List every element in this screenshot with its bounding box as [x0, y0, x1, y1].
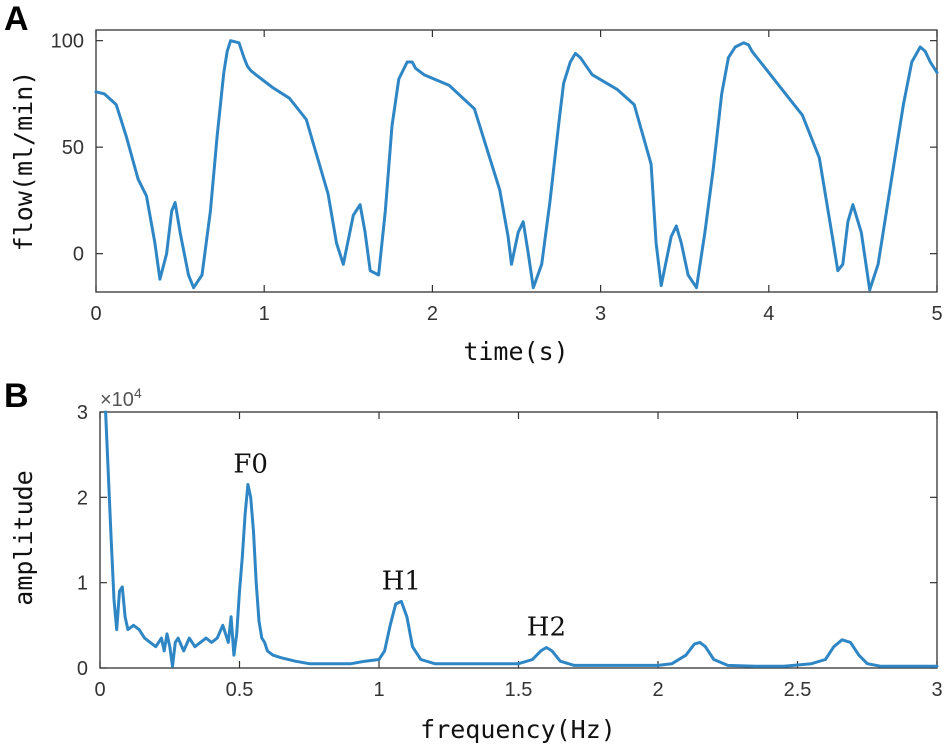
panel-b-chart: B ×104 0 0.5 1 1.5 2 2.5 3 0 1 2 3 F0 H1 H2 frequen…: [4, 377, 943, 744]
x-tick-label: 2.5: [784, 679, 812, 701]
peak-label: H1: [382, 566, 421, 596]
x-tick-label: 5: [931, 303, 942, 325]
y-tick-label: 0: [77, 658, 88, 680]
x-tick-label: 3: [931, 679, 942, 701]
panel-b-x-ticks: 0 0.5 1 1.5 2 2.5 3: [94, 412, 943, 701]
x-tick-label: 2: [427, 303, 438, 325]
x-tick-label: 2: [652, 679, 663, 701]
panel-b-y-axis-label: amplitude: [9, 470, 38, 605]
x-tick-label: 3: [595, 303, 606, 325]
panel-b-peak-annotations: F0 H1 H2: [233, 450, 566, 643]
y-tick-label: 100: [51, 31, 84, 53]
y-tick-label: 1: [77, 573, 88, 595]
panel-a-chart: A 0 1 2 3 4 5 0 50 100 time(s) flow(ml/min): [4, 0, 943, 366]
y-tick-label: 0: [73, 244, 84, 266]
x-tick-label: 0.5: [226, 679, 254, 701]
x-tick-label: 1: [259, 303, 270, 325]
panel-a-label: A: [4, 0, 29, 38]
x-tick-label: 0: [94, 679, 105, 701]
panel-a-y-axis-label: flow(ml/min): [9, 71, 38, 252]
peak-label: H2: [527, 613, 566, 643]
x-tick-label: 4: [763, 303, 774, 325]
panel-a-flow-series: [94, 39, 939, 292]
peak-label: F0: [233, 450, 268, 480]
panel-b-label: B: [4, 377, 29, 415]
y-tick-label: 50: [62, 137, 84, 159]
panel-a-x-ticks: 0 1 2 3 4 5: [90, 30, 943, 325]
panel-a-y-ticks: 0 50 100: [51, 31, 937, 266]
panel-b-axis-exponent: ×104: [100, 385, 142, 411]
panel-a-plot-frame: [95, 29, 938, 293]
x-tick-label: 0: [90, 303, 101, 325]
x-tick-label: 1: [373, 679, 384, 701]
panel-b-spectrum-series: [104, 410, 939, 668]
y-tick-label: 2: [77, 487, 88, 509]
x-tick-label: 1.5: [505, 679, 533, 701]
panel-a-x-axis-label: time(s): [463, 337, 568, 366]
panel-b-x-axis-label: frequency(Hz): [420, 715, 616, 744]
y-tick-label: 3: [77, 402, 88, 424]
